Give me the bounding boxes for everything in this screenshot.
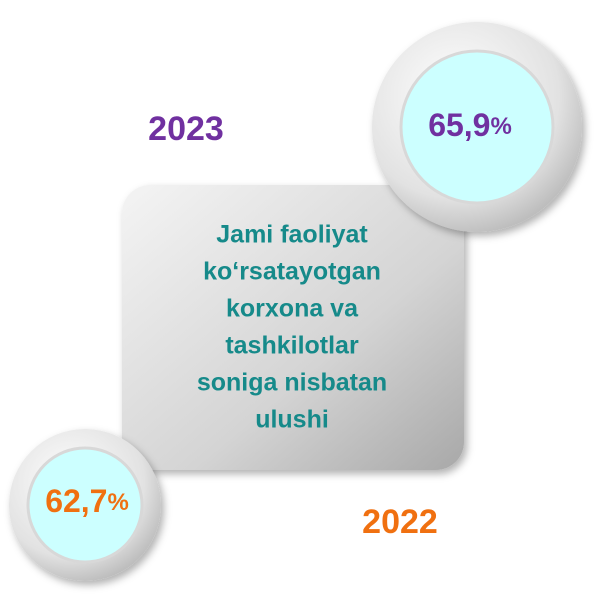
center-line: korxona va xyxy=(226,295,359,323)
value: 65,9% xyxy=(428,107,512,143)
center-text: Jami faoliyat ko‘rsatayotgan korxona va tas… xyxy=(197,221,387,434)
value: 62,7% xyxy=(45,483,129,519)
ring-inner xyxy=(399,49,555,205)
center-line: ko‘rsatayotgan xyxy=(203,258,381,286)
year: 2022 xyxy=(362,503,438,541)
center-line: soniga nisbatan xyxy=(197,369,387,397)
center-line: ulushi xyxy=(255,406,329,434)
ring-inner xyxy=(26,446,144,564)
year: 2023 xyxy=(148,110,224,148)
center-box xyxy=(122,185,464,470)
center-line: Jami faoliyat xyxy=(216,221,368,249)
center-line: tashkilotlar xyxy=(225,332,359,360)
